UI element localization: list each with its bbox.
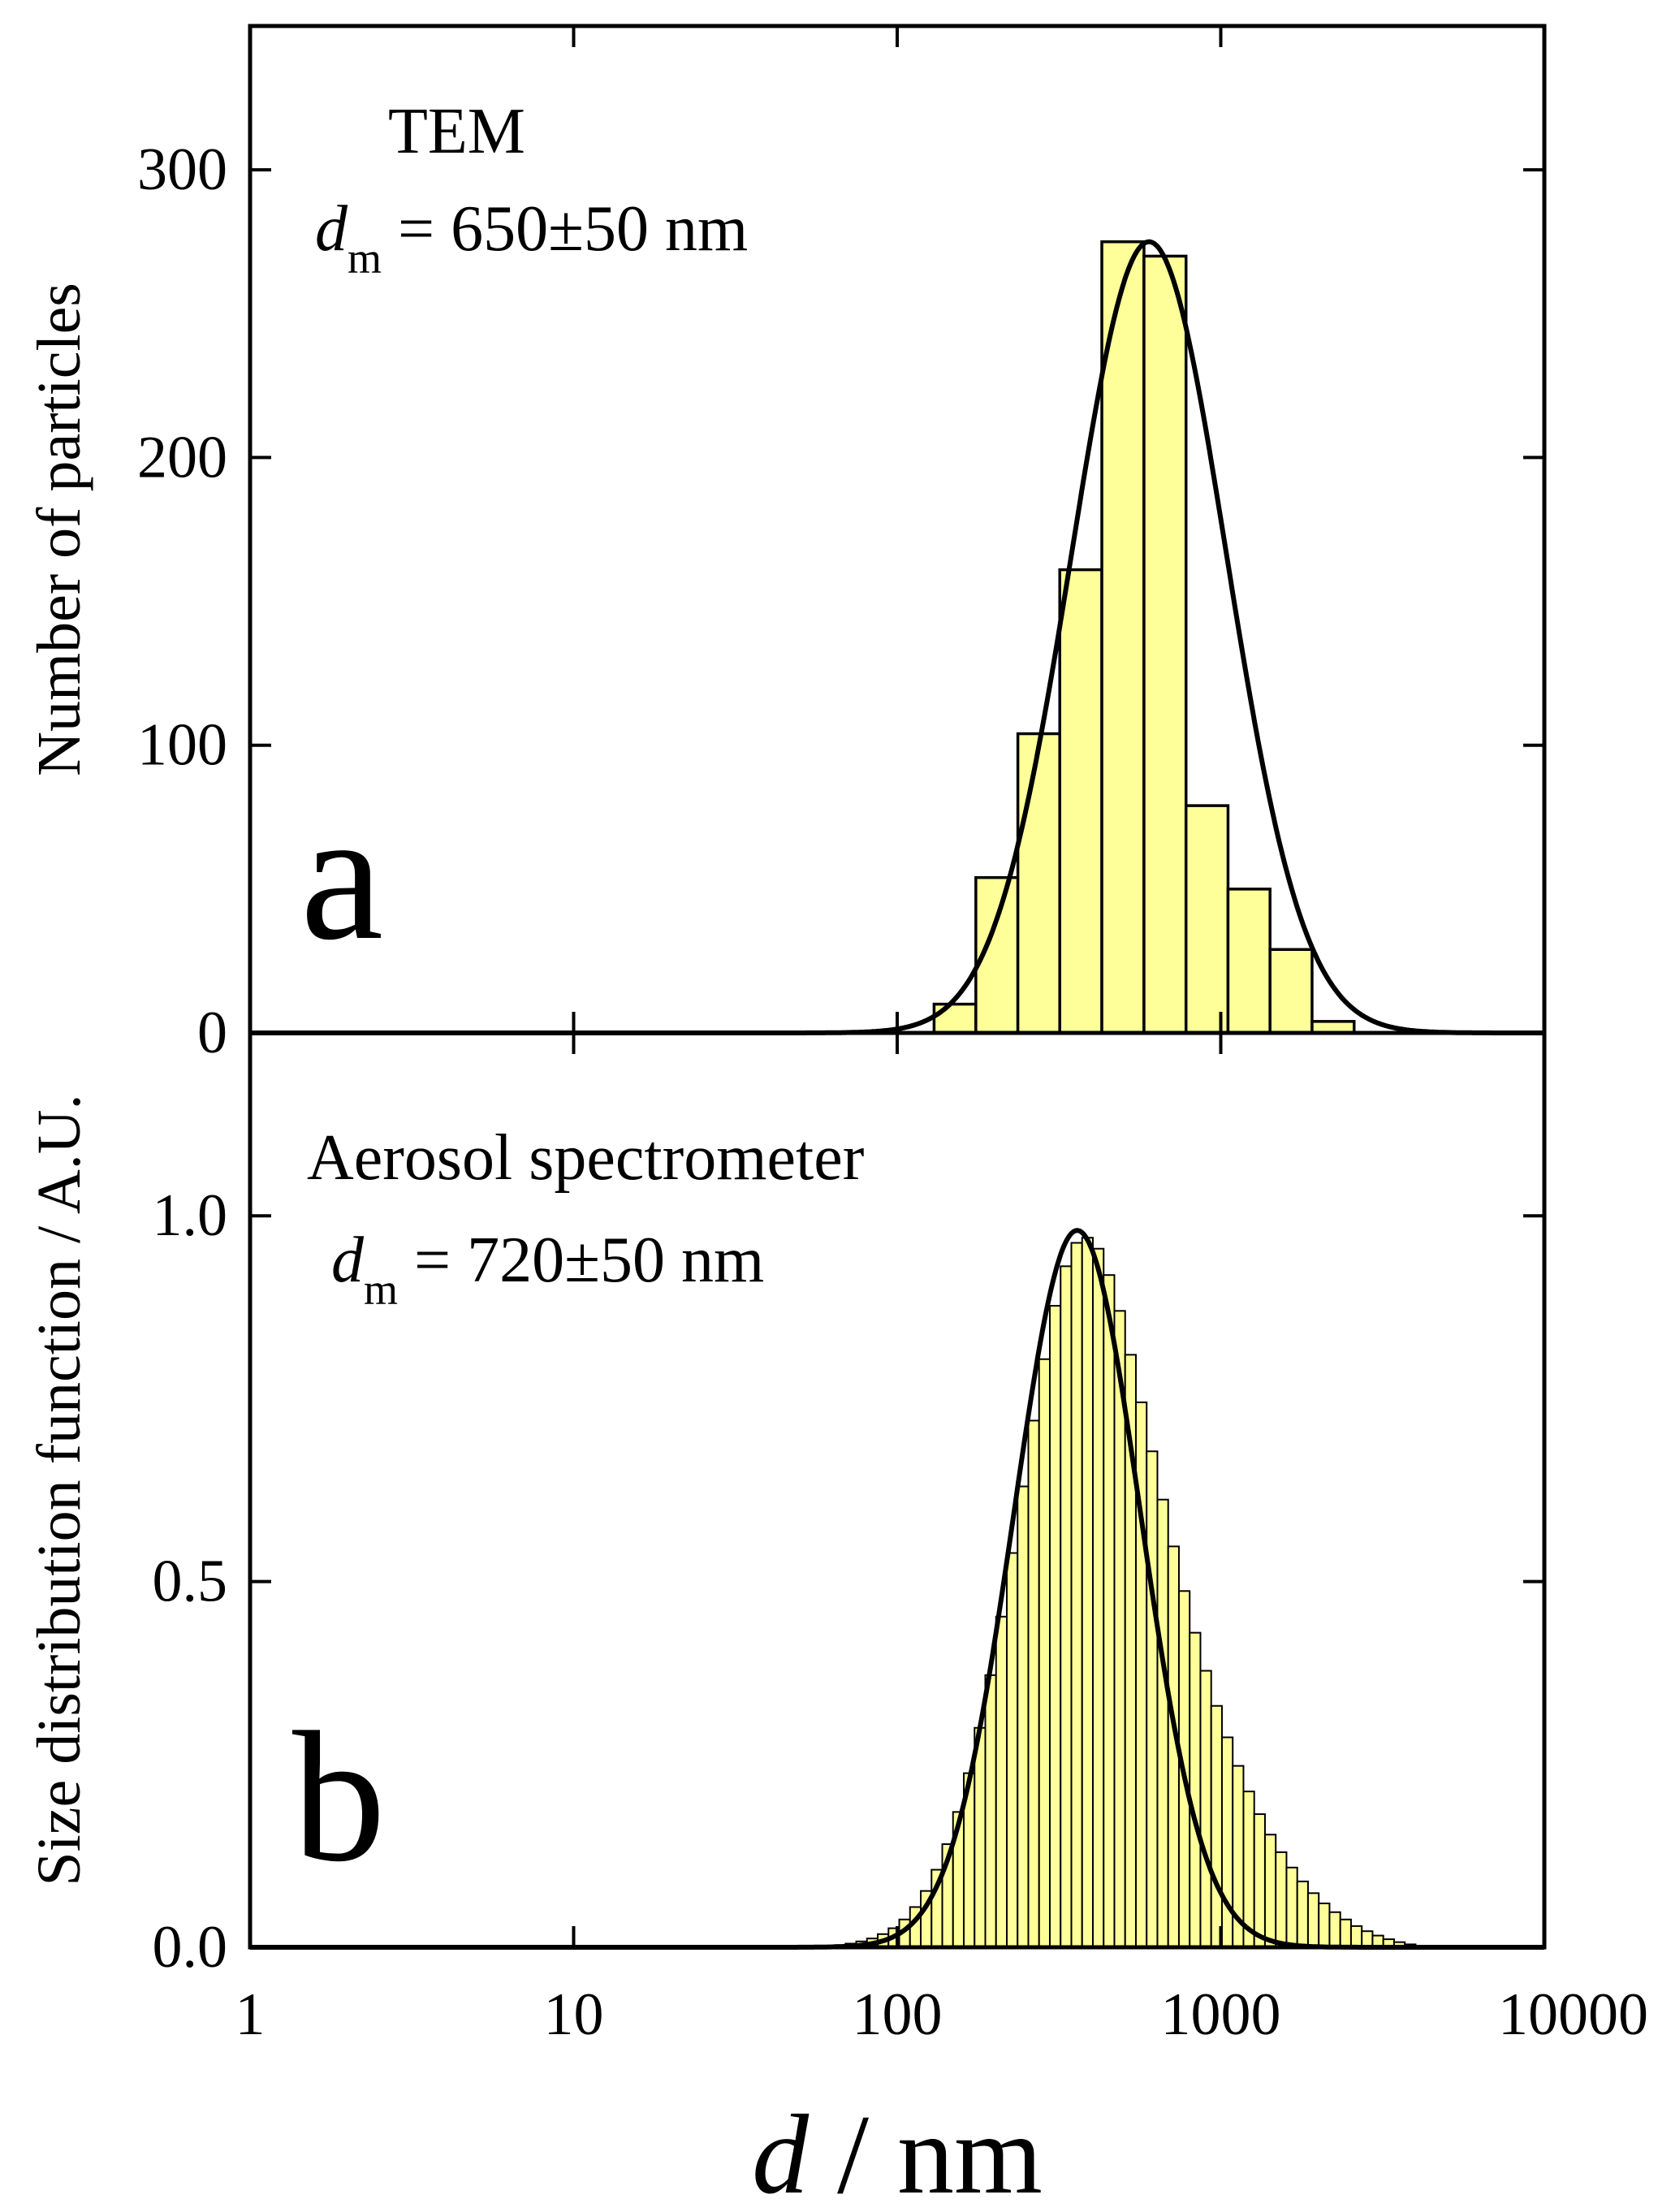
panel-b-frame: [248, 1030, 1547, 1950]
panel-b-bar: [1328, 1911, 1341, 1949]
x-tick-label: 1000: [1161, 1981, 1281, 2048]
panel-b-bar: [1296, 1880, 1309, 1948]
panel-b-bar: [1081, 1237, 1094, 1948]
panel-b-annotation-value: = 720±50 nm: [398, 1225, 764, 1296]
panel-b-bar: [1038, 1358, 1051, 1949]
x-axis-tick-labels: 1 10 100 1000 10000: [235, 1981, 1649, 2048]
panel-a-annotation-dm: dm = 650±50 nm: [315, 193, 748, 283]
x-axis-title-symbol: d: [752, 2092, 810, 2212]
panel-a-bar: [1184, 804, 1230, 1035]
panel-b-annotation-title: Aerosol spectrometer: [307, 1122, 864, 1194]
panel-b-histogram: 0.0 0.5 1.0 Aerosol spectrometer dm = 720±…: [25, 1030, 1547, 1981]
panel-a-y-tick-label: 0: [197, 1000, 227, 1066]
panel-a-lognormal-fit-curve: [250, 239, 1544, 1035]
panel-b-bar: [1189, 1631, 1202, 1948]
panel-b-y-tick-label: 1.0: [153, 1182, 228, 1249]
panel-b-bar: [1318, 1902, 1331, 1948]
panel-a-bar: [1016, 732, 1061, 1035]
panel-a-letter: a: [300, 771, 383, 979]
panel-a-bar: [932, 1002, 978, 1035]
panel-a-annotation-title: TEM: [388, 96, 525, 167]
panel-b-bar: [1253, 1813, 1266, 1949]
panel-a-y-tick-label: 100: [137, 712, 227, 779]
panel-b-lognormal-fit-curve: [250, 1228, 1544, 1950]
panel-a-ticks: 0 100 200 300: [137, 26, 1546, 1066]
x-axis-title-rest: / nm: [809, 2092, 1043, 2212]
x-tick-label: 10000: [1498, 1981, 1648, 2048]
panel-b-bar: [1285, 1866, 1298, 1948]
panel-a-histogram: 0 100 200 300 TEM dm = 650±50 nm a Number o…: [25, 24, 1547, 1066]
x-tick-label: 10: [544, 1981, 604, 2048]
panel-b-bar: [995, 1615, 1008, 1948]
panel-b-annotation-symbol: d: [331, 1225, 365, 1296]
panel-b-bar: [1210, 1704, 1223, 1949]
panel-b-y-tick-label: 0.5: [153, 1549, 228, 1615]
panel-b-bar: [1070, 1242, 1083, 1948]
panel-b-bar: [1027, 1419, 1040, 1948]
panel-b-bar: [1220, 1736, 1234, 1949]
panel-b-bar: [1339, 1918, 1352, 1948]
panel-b-bar: [984, 1674, 997, 1948]
x-tick-label: 1: [235, 1981, 266, 2048]
x-tick-label: 100: [853, 1981, 943, 2048]
panel-b-bar: [1199, 1670, 1212, 1948]
panel-b-bar: [1263, 1834, 1277, 1949]
panel-b-letter: b: [292, 1693, 386, 1900]
panel-b-bar: [1017, 1485, 1030, 1948]
panel-a-annotation-subscript: m: [348, 234, 382, 283]
panel-b-y-tick-label: 0.0: [153, 1914, 228, 1981]
panel-b-bar: [974, 1726, 987, 1948]
panel-b-bar: [1306, 1892, 1320, 1949]
panel-b-bar: [1005, 1552, 1019, 1948]
panel-a-bar: [1226, 888, 1272, 1035]
panel-b-bar: [1103, 1274, 1116, 1948]
x-axis-title: d / nm: [752, 2092, 1043, 2212]
panel-a-bar: [1268, 948, 1314, 1035]
panel-a-bar: [1142, 254, 1188, 1035]
panel-b-annotation-dm: dm = 720±50 nm: [331, 1225, 764, 1314]
panel-a-annotation-value: = 650±50 nm: [382, 193, 748, 265]
panel-a-y-tick-label: 200: [137, 424, 227, 490]
panel-b-y-axis-title: Size distribution function / A.U.: [25, 1094, 93, 1886]
panel-a-frame: [248, 24, 1547, 1035]
panel-b-bar: [1275, 1851, 1288, 1948]
panel-b-bar: [1156, 1498, 1169, 1949]
panel-b-annotation-subscript: m: [364, 1265, 398, 1314]
panel-a-y-tick-label: 300: [137, 136, 227, 203]
panel-b-bar: [1146, 1450, 1159, 1948]
panel-b-bar: [1048, 1304, 1062, 1948]
panel-b-bar: [1349, 1925, 1363, 1948]
panel-a-bar: [1100, 240, 1146, 1035]
panel-a-bar: [1058, 568, 1103, 1035]
panel-b-bar: [1091, 1247, 1105, 1948]
panel-a-y-axis-title: Number of particles: [25, 283, 93, 776]
panel-a-annotation-symbol: d: [315, 193, 348, 265]
panel-b-bar: [1060, 1265, 1073, 1948]
